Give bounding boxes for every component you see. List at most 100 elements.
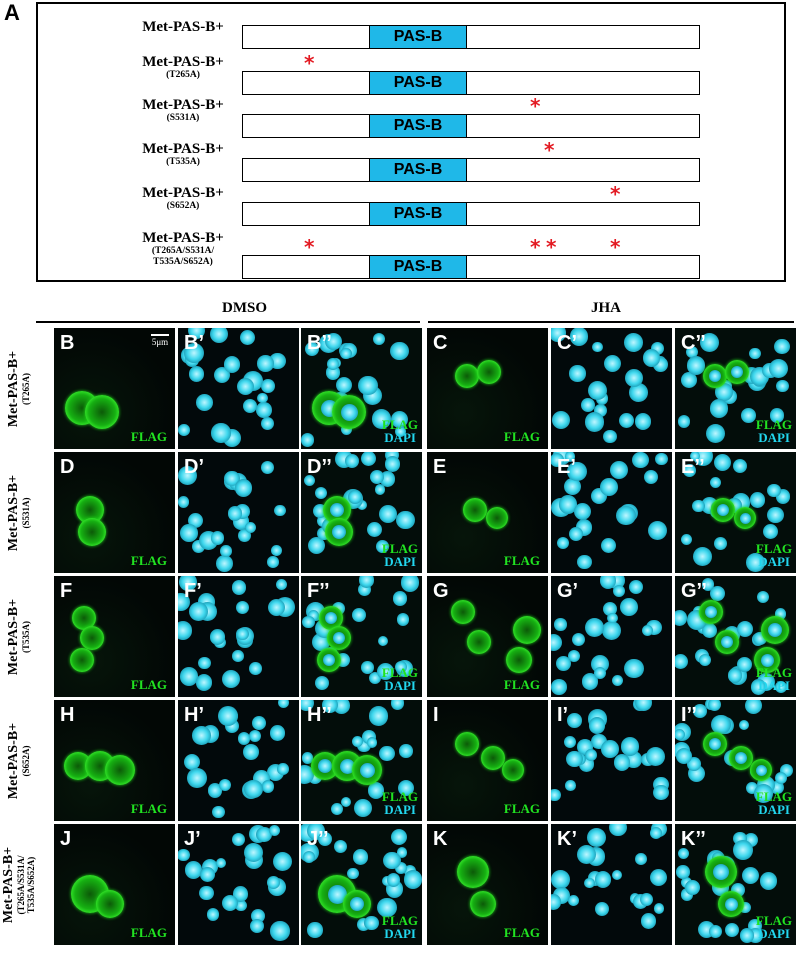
micrograph-merge: G’’ FLAG DAPI bbox=[675, 576, 796, 697]
nucleus bbox=[653, 903, 665, 914]
nucleus bbox=[178, 465, 197, 485]
channel-label-flag: FLAG bbox=[503, 429, 540, 444]
micrograph-dapi: K’ bbox=[551, 824, 672, 945]
jha-underline bbox=[428, 321, 794, 323]
nucleus bbox=[378, 505, 397, 524]
nucleus bbox=[709, 370, 721, 382]
nucleus bbox=[178, 621, 193, 640]
construct-label: Met-PAS-B+ (T265A/S531A/T535A/S652A) bbox=[88, 230, 278, 268]
nucleus bbox=[616, 505, 636, 526]
nucleus bbox=[710, 585, 725, 601]
nucleus bbox=[392, 591, 408, 606]
flag-cell bbox=[85, 395, 119, 429]
nucleus bbox=[717, 504, 729, 516]
nucleus bbox=[582, 673, 599, 690]
nucleus bbox=[210, 531, 225, 546]
panel-label: D bbox=[60, 456, 75, 478]
flag-cell bbox=[80, 626, 104, 650]
nucleus bbox=[395, 425, 407, 437]
channel-label-flag: FLAG bbox=[130, 553, 167, 568]
nucleus bbox=[634, 413, 652, 431]
nucleus bbox=[390, 700, 405, 710]
nucleus bbox=[271, 544, 283, 556]
nucleus bbox=[653, 784, 669, 800]
nucleus bbox=[675, 654, 689, 670]
nucleus bbox=[351, 607, 366, 622]
construct-name: Met-PAS-B+ bbox=[142, 54, 224, 70]
construct-mutation: (S652A) bbox=[166, 201, 200, 211]
nucleus bbox=[742, 866, 760, 884]
row-mutation: T535A/S652A) bbox=[25, 856, 36, 913]
nucleus bbox=[564, 780, 576, 791]
nucleus bbox=[643, 349, 661, 367]
nucleus bbox=[594, 871, 612, 888]
channel-label-flag: FLAG bbox=[381, 665, 418, 680]
nucleus bbox=[278, 700, 290, 708]
nucleus bbox=[552, 411, 571, 430]
nucleus bbox=[325, 612, 337, 624]
nucleus bbox=[361, 452, 377, 467]
nucleus bbox=[594, 902, 609, 917]
nucleus bbox=[249, 919, 265, 934]
nucleus bbox=[709, 738, 721, 750]
nucleus bbox=[340, 403, 358, 421]
nucleus bbox=[235, 899, 247, 912]
nucleus bbox=[551, 634, 563, 652]
panel-label: J’’ bbox=[307, 828, 329, 850]
nucleus bbox=[680, 372, 697, 389]
nucleus bbox=[339, 347, 352, 360]
flag-cell bbox=[486, 507, 508, 529]
nucleus bbox=[358, 576, 375, 589]
nucleus bbox=[220, 545, 232, 557]
construct-mutation: T535A/S652A) bbox=[153, 257, 213, 267]
nucleus bbox=[564, 735, 577, 748]
nucleus bbox=[199, 885, 214, 901]
nucleus bbox=[351, 735, 364, 748]
nucleus bbox=[603, 430, 617, 444]
nucleus bbox=[689, 452, 700, 462]
panel-label: E bbox=[433, 456, 447, 478]
nucleus bbox=[577, 554, 592, 570]
nucleus bbox=[759, 872, 778, 890]
mutation-site-marker: * bbox=[546, 235, 557, 259]
nucleus bbox=[237, 732, 251, 746]
nucleus bbox=[361, 661, 374, 674]
flag-cell bbox=[467, 630, 491, 654]
panel-label: D’ bbox=[184, 456, 204, 478]
nucleus bbox=[635, 700, 652, 711]
nucleus bbox=[565, 452, 576, 462]
micrograph-dapi: I’ bbox=[551, 700, 672, 821]
nucleus bbox=[678, 848, 690, 860]
channel-label-dapi: DAPI bbox=[384, 802, 416, 817]
nucleus bbox=[766, 483, 781, 498]
scale-bar-label: 5μm bbox=[151, 337, 169, 347]
construct-name: Met-PAS-B+ bbox=[142, 141, 224, 157]
nucleus bbox=[557, 537, 570, 550]
nucleus bbox=[737, 657, 753, 673]
nucleus bbox=[551, 788, 561, 802]
pas-b-domain: PAS-B bbox=[369, 202, 467, 226]
nucleus bbox=[643, 469, 659, 485]
protein-bar: PAS-B bbox=[242, 71, 700, 95]
row-label: Met-PAS-B+ (T265A/S531A/T535A/S652A) bbox=[1, 815, 36, 955]
micrograph-flag: C FLAG bbox=[427, 328, 548, 449]
protein-bar: PAS-B bbox=[242, 202, 700, 226]
nucleus bbox=[179, 667, 199, 686]
nucleus bbox=[347, 867, 359, 880]
nucleus bbox=[570, 328, 589, 346]
nucleus bbox=[303, 850, 316, 863]
nucleus bbox=[210, 328, 229, 344]
nucleus bbox=[676, 865, 690, 879]
nucleus bbox=[227, 505, 243, 521]
nucleus bbox=[373, 332, 386, 346]
nucleus bbox=[397, 613, 410, 626]
nucleus bbox=[738, 720, 749, 731]
nucleus bbox=[301, 432, 315, 447]
nucleus bbox=[594, 666, 607, 680]
row-mutation: (T535A) bbox=[20, 620, 31, 653]
nucleus bbox=[219, 779, 232, 792]
panel-label: B’’ bbox=[307, 332, 332, 354]
nucleus bbox=[185, 861, 203, 879]
nucleus bbox=[609, 460, 628, 479]
scale-bar: 5μm bbox=[151, 334, 169, 347]
